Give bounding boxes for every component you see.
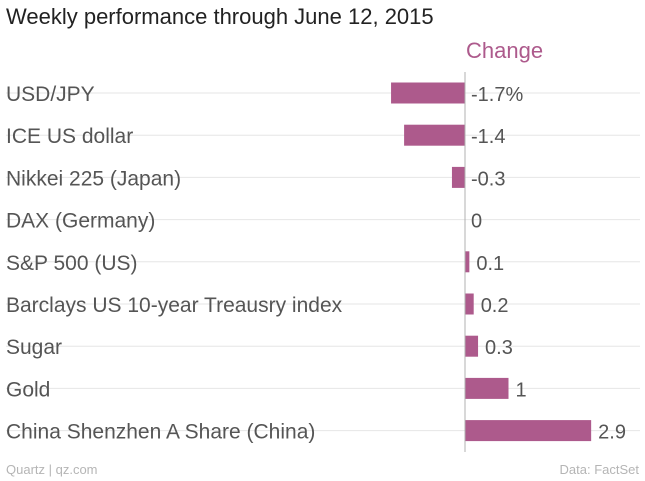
- bars-layer: [391, 82, 592, 442]
- category-label: Gold: [6, 378, 50, 401]
- category-label: ICE US dollar: [6, 125, 133, 148]
- category-label: USD/JPY: [6, 83, 95, 106]
- category-label: DAX (Germany): [6, 210, 155, 233]
- value-label: 0: [471, 211, 482, 233]
- bar: [404, 124, 465, 146]
- category-label: S&P 500 (US): [6, 252, 138, 275]
- chart-title: Weekly performance through June 12, 2015: [6, 4, 434, 29]
- bar: [465, 377, 509, 399]
- bar: [465, 420, 592, 442]
- value-label: -0.3: [471, 168, 505, 190]
- value-label: 0.1: [476, 253, 504, 275]
- category-label: Sugar: [6, 336, 62, 359]
- value-label: -1.7%: [471, 84, 523, 106]
- bar: [465, 335, 479, 357]
- bar: [451, 166, 465, 188]
- bar: [391, 82, 465, 104]
- series-header: Change: [466, 38, 543, 63]
- value-label: 0.2: [481, 295, 509, 317]
- category-label: Barclays US 10-year Treausry index: [6, 294, 343, 317]
- category-label: China Shenzhen A Share (China): [6, 421, 315, 444]
- bar: [465, 293, 474, 315]
- value-label: 0.3: [485, 337, 513, 359]
- value-label: 2.9: [598, 422, 626, 444]
- value-label: -1.4: [471, 126, 505, 148]
- value-label: 1: [516, 379, 527, 401]
- footer-credit: Data: FactSet: [559, 462, 639, 477]
- labels-layer: USD/JPY -1.7% ICE US dollar -1.4 Nikkei 225 …: [6, 83, 626, 444]
- bar: [465, 251, 470, 273]
- footer-source: Quartz | qz.com: [6, 462, 98, 477]
- category-label: Nikkei 225 (Japan): [6, 167, 181, 190]
- grid-layer: [6, 92, 640, 432]
